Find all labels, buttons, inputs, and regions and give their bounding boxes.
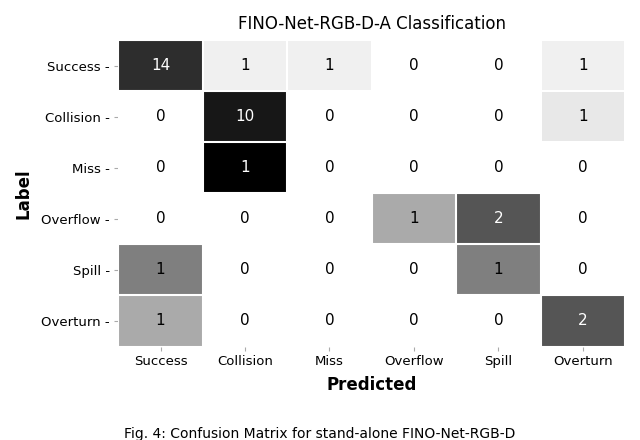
Bar xyxy=(456,296,541,347)
Text: 0: 0 xyxy=(324,160,334,175)
Bar xyxy=(287,142,372,193)
Bar xyxy=(456,244,541,296)
Text: 1: 1 xyxy=(240,58,250,73)
Y-axis label: Label: Label xyxy=(15,168,33,219)
Bar xyxy=(372,244,456,296)
Text: 1: 1 xyxy=(156,313,165,329)
Text: 14: 14 xyxy=(151,58,170,73)
Text: 0: 0 xyxy=(578,262,588,278)
Text: 0: 0 xyxy=(156,160,165,175)
Text: Fig. 4: Confusion Matrix for stand-alone FINO-Net-RGB-D: Fig. 4: Confusion Matrix for stand-alone… xyxy=(124,427,516,440)
X-axis label: Predicted: Predicted xyxy=(326,376,417,394)
Text: 0: 0 xyxy=(324,211,334,226)
Text: 1: 1 xyxy=(324,58,334,73)
Text: 2: 2 xyxy=(578,313,588,329)
Text: 0: 0 xyxy=(493,109,503,124)
Bar xyxy=(541,91,625,142)
Text: 0: 0 xyxy=(156,109,165,124)
Bar xyxy=(541,244,625,296)
Text: 0: 0 xyxy=(324,262,334,278)
Text: 0: 0 xyxy=(409,160,419,175)
Bar xyxy=(541,40,625,91)
Text: 0: 0 xyxy=(409,109,419,124)
Text: 1: 1 xyxy=(240,160,250,175)
Bar xyxy=(287,91,372,142)
Text: 10: 10 xyxy=(236,109,255,124)
Text: 0: 0 xyxy=(493,313,503,329)
Text: 2: 2 xyxy=(493,211,503,226)
Text: 0: 0 xyxy=(578,211,588,226)
Bar xyxy=(372,296,456,347)
Bar xyxy=(287,193,372,244)
Bar xyxy=(372,40,456,91)
Bar xyxy=(118,142,203,193)
Bar xyxy=(456,193,541,244)
Text: 0: 0 xyxy=(409,58,419,73)
Bar xyxy=(118,193,203,244)
Text: 0: 0 xyxy=(156,211,165,226)
Bar xyxy=(372,91,456,142)
Bar xyxy=(372,142,456,193)
Bar xyxy=(203,296,287,347)
Text: 1: 1 xyxy=(578,58,588,73)
Bar xyxy=(203,193,287,244)
Text: 1: 1 xyxy=(409,211,419,226)
Text: 0: 0 xyxy=(240,262,250,278)
Bar xyxy=(203,91,287,142)
Text: 0: 0 xyxy=(324,109,334,124)
Title: FINO-Net-RGB-D-A Classification: FINO-Net-RGB-D-A Classification xyxy=(237,15,506,33)
Bar xyxy=(203,40,287,91)
Bar xyxy=(372,193,456,244)
Text: 0: 0 xyxy=(493,58,503,73)
Bar xyxy=(287,296,372,347)
Bar xyxy=(118,91,203,142)
Bar xyxy=(203,142,287,193)
Bar xyxy=(541,296,625,347)
Text: 0: 0 xyxy=(240,313,250,329)
Bar xyxy=(541,193,625,244)
Bar xyxy=(118,296,203,347)
Bar xyxy=(287,244,372,296)
Text: 1: 1 xyxy=(156,262,165,278)
Text: 0: 0 xyxy=(240,211,250,226)
Text: 0: 0 xyxy=(493,160,503,175)
Bar xyxy=(118,244,203,296)
Text: 0: 0 xyxy=(409,313,419,329)
Text: 0: 0 xyxy=(409,262,419,278)
Bar xyxy=(203,244,287,296)
Text: 0: 0 xyxy=(324,313,334,329)
Bar xyxy=(456,91,541,142)
Bar xyxy=(541,142,625,193)
Bar xyxy=(456,40,541,91)
Bar xyxy=(118,40,203,91)
Text: 0: 0 xyxy=(578,160,588,175)
Bar xyxy=(287,40,372,91)
Text: 1: 1 xyxy=(493,262,503,278)
Bar xyxy=(456,142,541,193)
Text: 1: 1 xyxy=(578,109,588,124)
